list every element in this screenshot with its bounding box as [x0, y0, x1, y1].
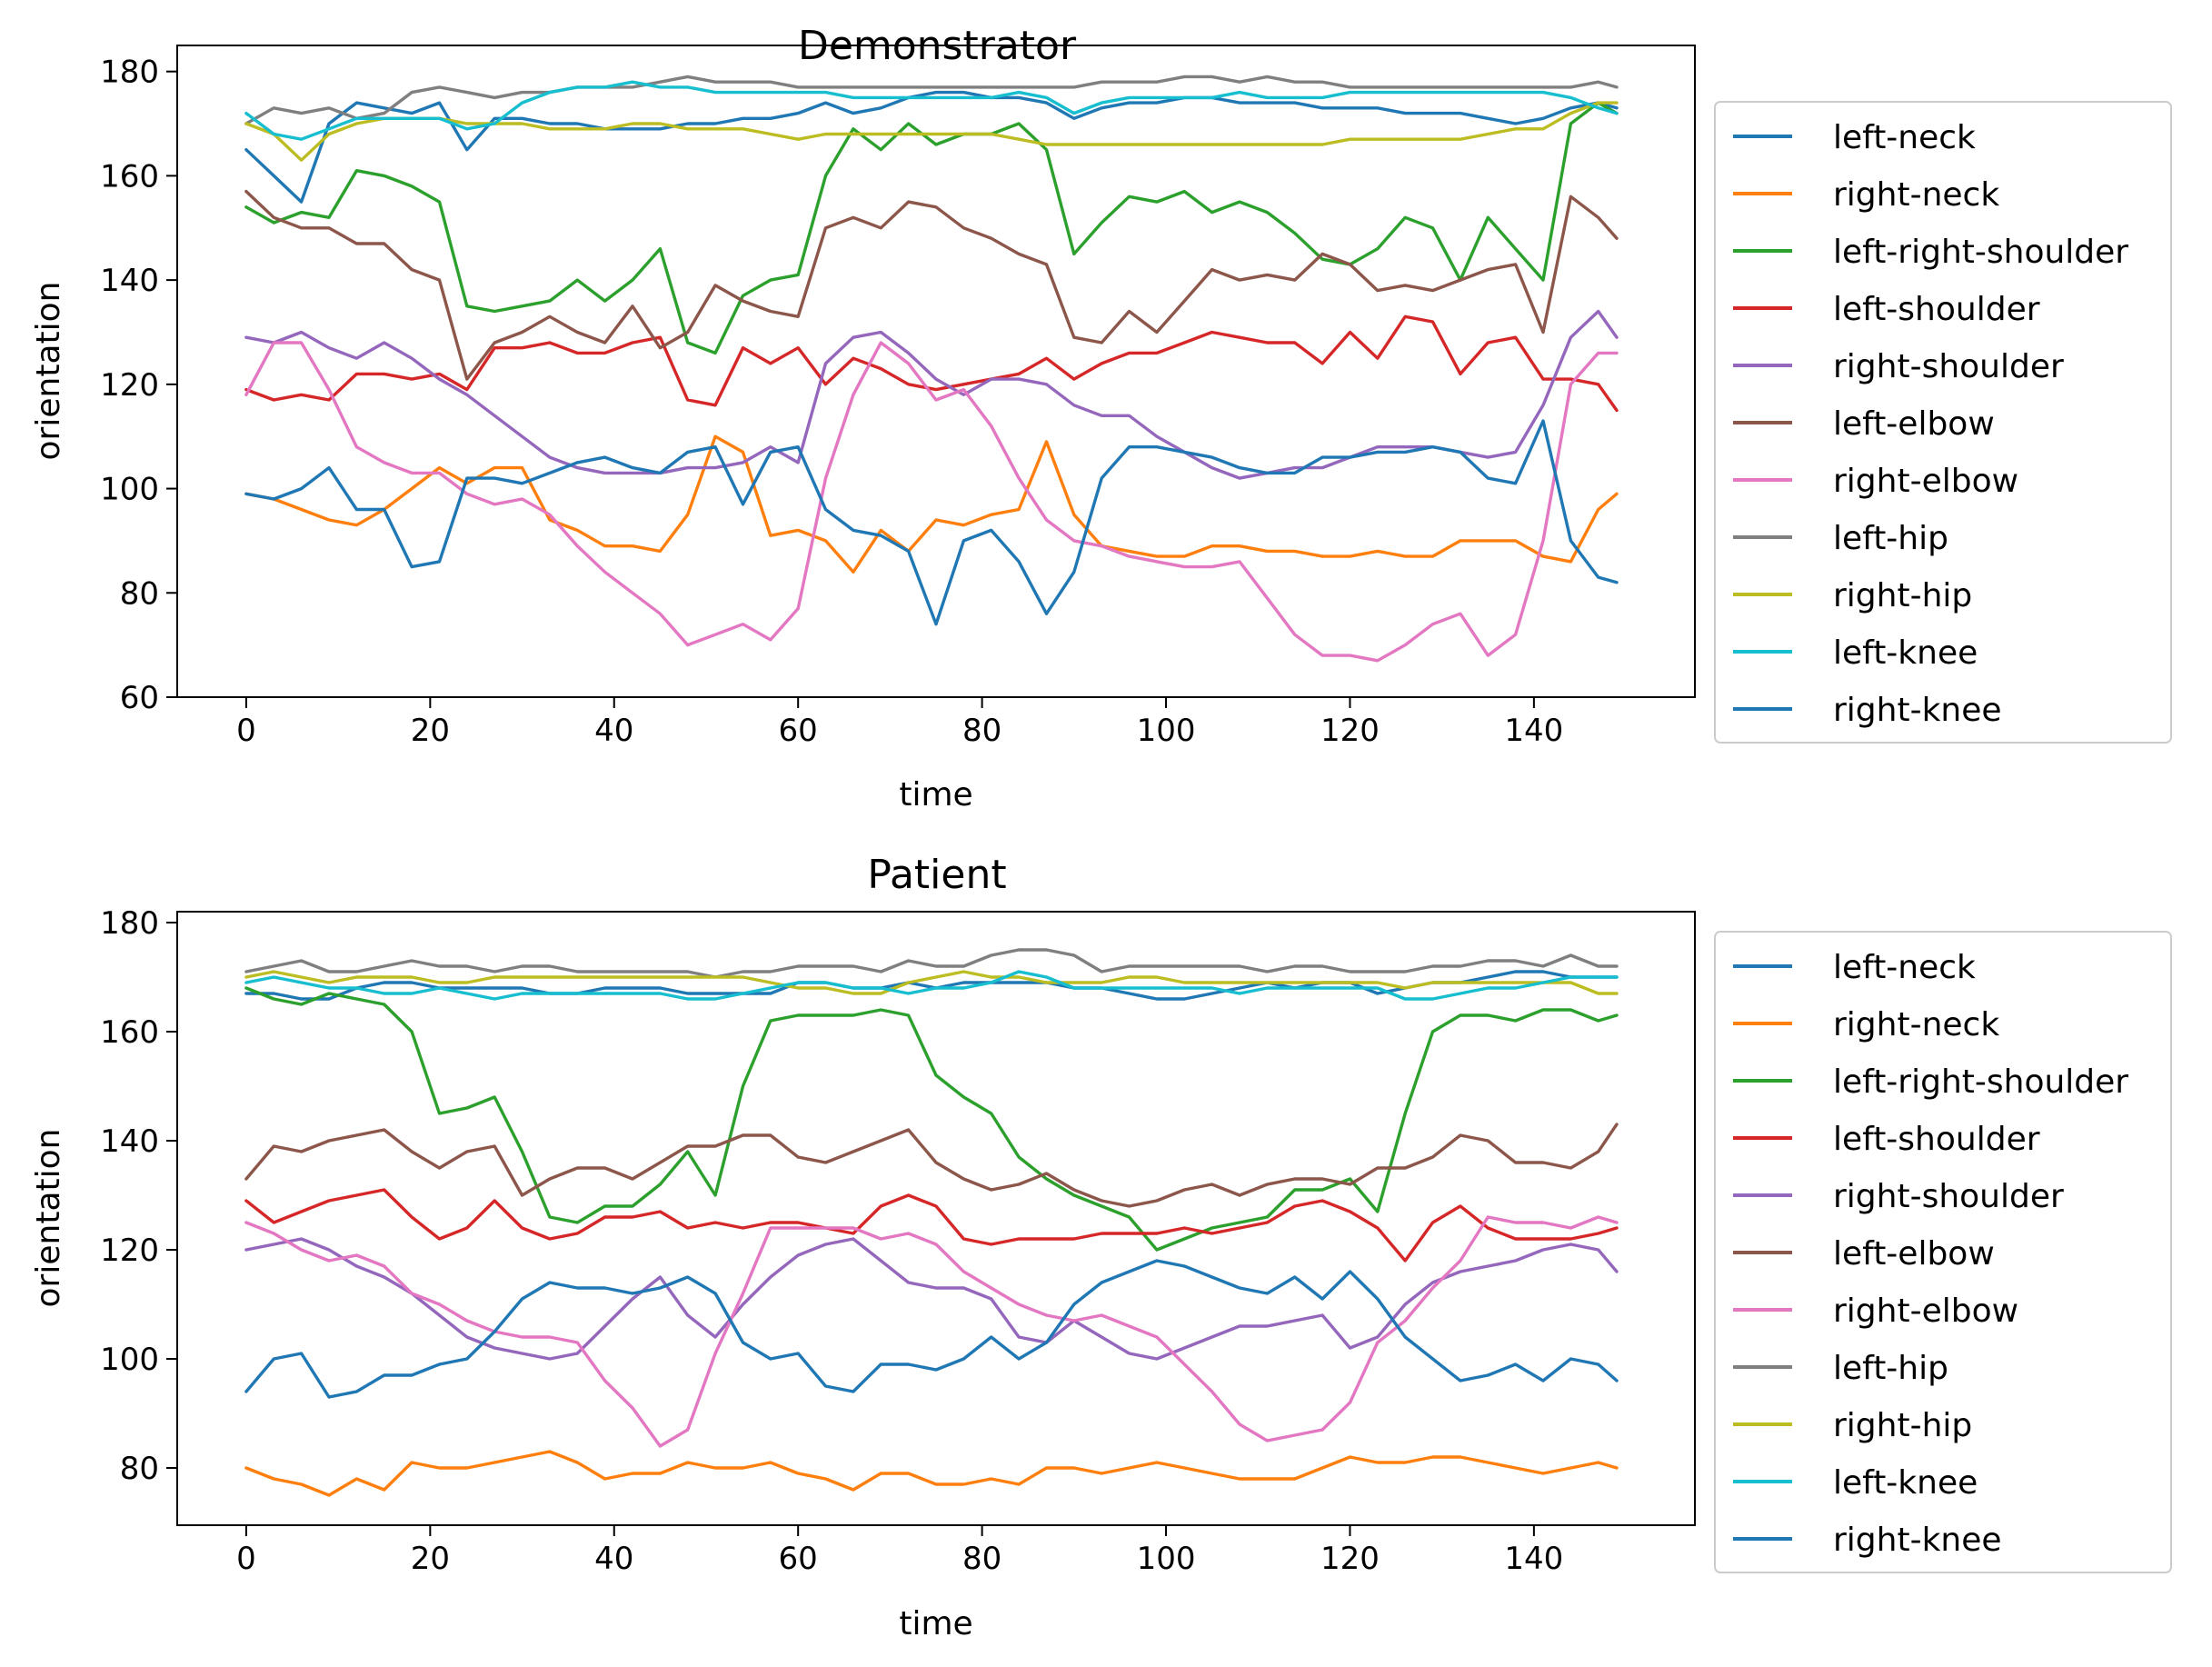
- series-layer: [244, 75, 1619, 663]
- legend-label: left-right-shoulder: [1833, 234, 2128, 271]
- x-tick-label: 40: [594, 713, 633, 749]
- series-line-left-shoulder: [244, 1188, 1619, 1263]
- ticks-layer: 0 20 40 60 80 100 120 140 80 100 120 140 160 180: [100, 905, 1563, 1577]
- chart-patient: Patient 0 20 40 60 80 100 120 140 80 100 120 140 160…: [30, 852, 2172, 1642]
- y-tick-label: 160: [100, 1014, 159, 1051]
- x-tick-label: 100: [1137, 1541, 1196, 1577]
- series-line-right-hip: [244, 101, 1619, 162]
- series-line-left-hip: [244, 75, 1619, 125]
- series-line-left-right-shoulder: [244, 986, 1619, 1252]
- series-line-right-hip: [244, 970, 1619, 995]
- y-tick-label: 180: [100, 905, 159, 942]
- x-tick-label: 0: [236, 713, 256, 749]
- y-axis-label: orientation: [30, 1129, 67, 1308]
- legend-label: right-shoulder: [1833, 348, 2064, 385]
- legend-label: right-hip: [1833, 1407, 1972, 1444]
- x-axis-label: time: [899, 776, 972, 814]
- legend-label: left-elbow: [1833, 1235, 1995, 1273]
- series-line-right-elbow: [244, 341, 1619, 663]
- legend-label: left-shoulder: [1833, 291, 2040, 328]
- legend-label: right-hip: [1833, 577, 1972, 614]
- legend-label: left-knee: [1833, 634, 1978, 672]
- legend-label: right-knee: [1833, 692, 2002, 729]
- x-tick-label: 60: [779, 713, 818, 749]
- y-tick-label: 80: [120, 1451, 159, 1487]
- legend-label: left-shoulder: [1833, 1121, 2040, 1158]
- legend-label: left-right-shoulder: [1833, 1063, 2128, 1101]
- legend-box: [1714, 931, 2172, 1573]
- series-line-right-knee: [244, 1259, 1619, 1399]
- y-tick-label: 120: [100, 1233, 159, 1269]
- legend: left-neck right-neck left-right-shoulder le…: [1714, 931, 2172, 1573]
- legend-label: left-neck: [1833, 119, 1976, 156]
- y-tick-label: 140: [100, 1123, 159, 1160]
- legend-label: right-elbow: [1833, 1293, 2018, 1330]
- legend-label: right-knee: [1833, 1522, 2002, 1559]
- legend-label: left-neck: [1833, 949, 1976, 986]
- series-line-left-knee: [244, 970, 1619, 1001]
- x-tick-label: 120: [1320, 1541, 1380, 1577]
- series-line-right-elbow: [244, 1215, 1619, 1448]
- x-tick-label: 140: [1504, 1541, 1563, 1577]
- y-axis-label: orientation: [30, 282, 67, 461]
- series-line-left-hip: [244, 948, 1619, 979]
- x-tick-label: 100: [1137, 713, 1196, 749]
- legend: left-neck right-neck left-right-shoulder le…: [1714, 101, 2172, 744]
- y-tick-label: 180: [100, 55, 159, 91]
- legend-label: right-neck: [1833, 176, 1999, 214]
- series-line-left-shoulder: [244, 314, 1619, 413]
- y-tick-label: 160: [100, 158, 159, 195]
- ticks-layer: 0 20 40 60 80 100 120 140 60 80 100 120 140 160 180: [100, 55, 1563, 749]
- series-line-right-neck: [244, 1450, 1619, 1497]
- legend-label: right-neck: [1833, 1006, 1999, 1043]
- series-line-right-knee: [244, 419, 1619, 626]
- x-tick-label: 60: [779, 1541, 818, 1577]
- y-tick-label: 100: [100, 472, 159, 508]
- legend-label: left-elbow: [1833, 405, 1995, 443]
- x-axis-label: time: [899, 1605, 972, 1642]
- chart-demonstrator: Demonstrator 0 20 40 60 80 100 120 140608010012…: [30, 23, 2172, 814]
- series-line-left-neck: [244, 90, 1619, 204]
- plot-frame: [176, 45, 1696, 698]
- legend-label: right-elbow: [1833, 463, 2018, 500]
- series-line-right-shoulder: [244, 309, 1619, 480]
- y-tick-label: 120: [100, 367, 159, 404]
- legend-box: [1714, 101, 2172, 744]
- legend-label: left-hip: [1833, 520, 1948, 557]
- x-tick-label: 80: [962, 1541, 1001, 1577]
- x-tick-label: 140: [1504, 713, 1563, 749]
- plot-frame: [176, 911, 1696, 1526]
- x-tick-label: 80: [962, 713, 1001, 749]
- series-line-left-elbow: [244, 1123, 1619, 1208]
- series-line-left-elbow: [244, 189, 1619, 381]
- legend-label: right-shoulder: [1833, 1178, 2064, 1215]
- x-tick-label: 120: [1320, 713, 1380, 749]
- legend-label: left-knee: [1833, 1464, 1978, 1502]
- y-tick-label: 60: [120, 680, 159, 716]
- x-tick-label: 0: [236, 1541, 256, 1577]
- y-tick-label: 80: [120, 575, 159, 612]
- x-tick-label: 40: [594, 1541, 633, 1577]
- y-tick-label: 140: [100, 263, 159, 299]
- series-line-left-knee: [244, 80, 1619, 141]
- y-tick-label: 100: [100, 1342, 159, 1378]
- x-tick-label: 20: [411, 1541, 450, 1577]
- x-tick-label: 20: [411, 713, 450, 749]
- chart-title: Patient: [867, 852, 1006, 898]
- series-line-right-shoulder: [244, 1237, 1619, 1361]
- series-layer: [244, 948, 1619, 1497]
- legend-label: left-hip: [1833, 1350, 1948, 1387]
- series-line-left-right-shoulder: [244, 101, 1619, 355]
